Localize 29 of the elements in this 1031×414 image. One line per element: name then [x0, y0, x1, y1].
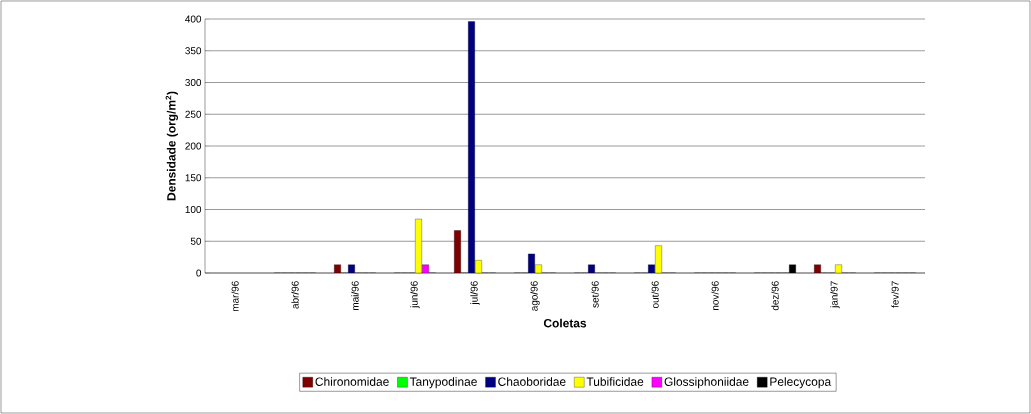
y-tick-label: 300 [185, 78, 202, 87]
x-tick-label: fev/97 [891, 281, 899, 308]
x-tick-label: set/96 [591, 281, 599, 308]
x-axis-title: Coletas [543, 318, 587, 328]
legend-label: Chaoboridae [498, 377, 566, 386]
legend-label: Chironomidae [315, 377, 389, 386]
legend-label: Glossiphoniidae [664, 377, 749, 389]
legend-label: Pelecycopa [770, 377, 832, 389]
x-tick-label: jan/97 [830, 281, 840, 309]
y-tick-label: 350 [185, 47, 202, 55]
x-tick-label: ago/96 [530, 281, 540, 311]
x-tick-label: abr/96 [291, 281, 299, 309]
y-tick-label: 100 [185, 205, 202, 214]
legend-label: Tubificidae [586, 377, 644, 386]
y-tick-label: 0 [196, 269, 202, 277]
x-tick-label: nov/96 [711, 281, 719, 311]
y-tick-label: 150 [185, 174, 202, 182]
x-tick-label: jul/96 [470, 281, 480, 305]
legend-label: Tanypodinae [409, 377, 477, 389]
y-tick-label: 250 [185, 110, 202, 118]
x-tick-label: mai/96 [351, 281, 359, 311]
y-tick-label: 200 [185, 142, 202, 150]
y-tick-label: 400 [185, 15, 202, 23]
x-tick-label: mar/96 [231, 281, 239, 312]
x-tick-label: jun/96 [410, 281, 420, 309]
x-tick-label: dez/96 [771, 281, 779, 311]
x-tick-label: out/96 [651, 281, 659, 309]
y-tick-label: 50 [190, 237, 202, 245]
text: Densidade (org/m$^{2}$) [165, 91, 179, 201]
